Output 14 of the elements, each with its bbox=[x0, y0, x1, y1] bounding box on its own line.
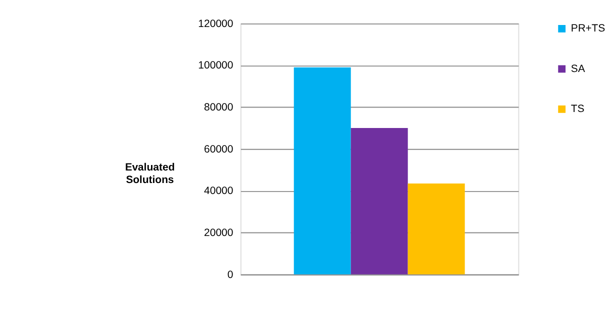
legend-label: TS bbox=[570, 103, 584, 116]
y-tick-label: 20000 bbox=[204, 226, 234, 239]
y-tick-label: 40000 bbox=[204, 185, 234, 198]
legend-label: SA bbox=[570, 62, 585, 75]
y-tick-label: 0 bbox=[227, 268, 234, 281]
y-tick-label: 60000 bbox=[204, 143, 234, 156]
bar bbox=[408, 183, 465, 274]
y-tick-label: 120000 bbox=[198, 18, 234, 30]
bar bbox=[294, 67, 351, 274]
y-tick-label: 100000 bbox=[198, 60, 234, 72]
y-tick-label: 80000 bbox=[204, 101, 234, 114]
y-axis-title: Evaluated Solutions bbox=[125, 161, 175, 186]
legend-label: PR+TS bbox=[570, 22, 606, 35]
bar bbox=[350, 128, 408, 274]
